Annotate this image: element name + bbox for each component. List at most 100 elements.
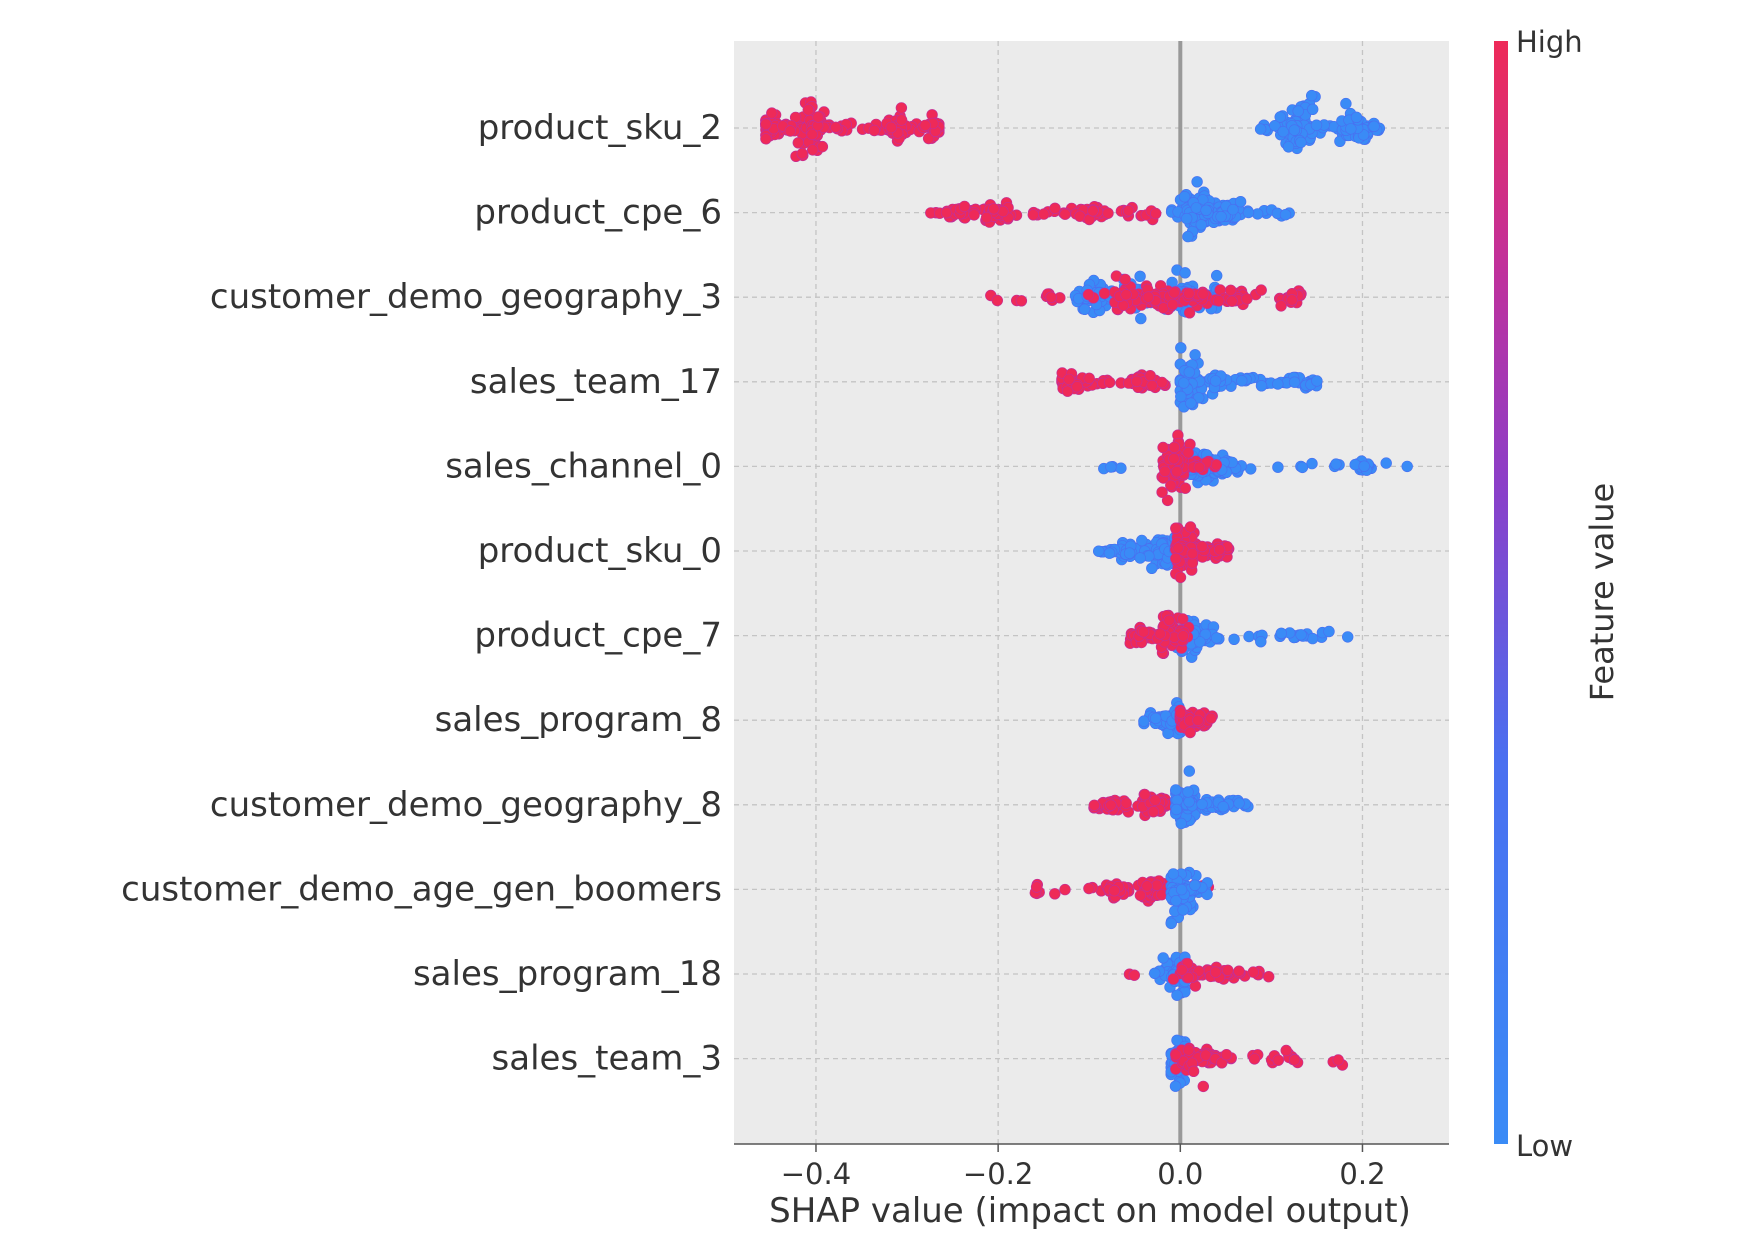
feature-label: sales_team_17	[470, 362, 722, 402]
shap-point-low	[1180, 212, 1193, 225]
shap-point-low	[1330, 458, 1342, 470]
shap-point-low	[1092, 545, 1105, 557]
shap-point-high	[1128, 969, 1141, 981]
shap-point-high	[1122, 205, 1135, 217]
shap-point-low	[1272, 378, 1284, 390]
shap-point-high	[1184, 521, 1197, 533]
shap-point-low	[1272, 461, 1284, 473]
shap-point-high	[1205, 712, 1217, 725]
shap-point-low	[1288, 124, 1301, 136]
shap-point-high	[1146, 379, 1158, 392]
shap-point-high	[919, 119, 931, 132]
shap-point-low	[1185, 397, 1197, 409]
shap-point-low	[1169, 1080, 1182, 1092]
shap-point-high	[1163, 614, 1175, 626]
shap-point-high	[1015, 295, 1028, 307]
shap-point-low	[1175, 817, 1187, 830]
feature-label: product_cpe_6	[474, 193, 722, 233]
shap-point-low	[1115, 462, 1127, 474]
shap-point-high	[1061, 385, 1074, 397]
shap-point-low	[1189, 349, 1201, 361]
shap-point-low	[1190, 202, 1203, 214]
shap-point-high	[968, 209, 980, 221]
shap-point-high	[1059, 208, 1071, 220]
shap-point-low	[1306, 103, 1319, 116]
shap-point-low	[1170, 894, 1182, 907]
shap-point-low	[1146, 562, 1158, 574]
shap-point-high	[1262, 970, 1275, 983]
shap-point-low	[1078, 303, 1091, 315]
shap-point-low	[1380, 457, 1392, 469]
shap-point-high	[1286, 294, 1298, 306]
x-axis-label: SHAP value (impact on model output)	[769, 1191, 1411, 1231]
shap-point-high	[868, 124, 880, 137]
shap-point-high	[1141, 880, 1153, 892]
shap-point-high	[1288, 1054, 1301, 1066]
shap-point-low	[1233, 797, 1245, 809]
shap-point-high	[1210, 459, 1223, 471]
colorbar-low-label: Low	[1516, 1129, 1573, 1163]
shap-point-low	[1149, 712, 1162, 725]
shap-point-low	[1171, 989, 1183, 1001]
shap-point-high	[766, 107, 778, 119]
shap-point-low	[1295, 136, 1307, 149]
feature-label: product_cpe_7	[474, 616, 722, 656]
x-tick-label: −0.4	[781, 1157, 851, 1191]
shap-point-high	[1200, 1049, 1212, 1061]
shap-point-high	[1182, 447, 1194, 459]
shap-point-high	[1192, 714, 1204, 727]
shap-point-high	[1102, 207, 1114, 219]
shap-point-high	[806, 144, 819, 156]
shap-point-low	[1275, 627, 1288, 639]
shap-point-high	[1165, 479, 1177, 492]
shap-point-low	[1105, 461, 1117, 473]
shap-point-low	[1255, 635, 1267, 648]
shap-point-low	[1217, 800, 1229, 813]
shap-point-low	[1194, 636, 1206, 648]
colorbar-high-label: High	[1516, 25, 1583, 59]
shap-point-low	[1200, 204, 1212, 217]
shap-point-high	[1184, 726, 1196, 739]
shap-point-low	[1103, 547, 1116, 559]
shap-point-high	[1159, 465, 1171, 478]
shap-point-high	[1142, 291, 1155, 303]
shap-point-high	[1168, 287, 1180, 299]
shap-point-high	[1168, 453, 1180, 465]
shap-point-low	[1296, 461, 1309, 474]
shap-point-high	[1166, 298, 1179, 311]
colorbar	[1494, 41, 1508, 1144]
shap-point-low	[1123, 547, 1136, 559]
shap-point-low	[1358, 460, 1370, 472]
shap-point-high	[1177, 630, 1189, 642]
shap-point-low	[1215, 211, 1227, 223]
shap-point-low	[1192, 392, 1205, 404]
feature-label: sales_program_8	[435, 700, 722, 740]
shap-point-high	[1049, 888, 1061, 900]
dots-layer	[760, 89, 1413, 1093]
shap-point-high	[1176, 964, 1188, 976]
shap-point-high	[1119, 273, 1131, 286]
shap-point-high	[1151, 879, 1163, 891]
shap-point-high	[1045, 291, 1057, 303]
plot-area-background	[734, 41, 1449, 1144]
shap-point-high	[829, 121, 842, 134]
shap-point-high	[1157, 441, 1169, 454]
shap-point-low	[1368, 120, 1380, 133]
shap-point-high	[958, 200, 971, 213]
shap-point-high	[1082, 288, 1095, 301]
shap-point-low	[1138, 715, 1150, 727]
shap-point-low	[1177, 904, 1189, 916]
shap-point-high	[1168, 441, 1181, 453]
shap-point-high	[1213, 295, 1225, 307]
shap-point-high	[1059, 883, 1071, 896]
shap-point-high	[1130, 375, 1143, 388]
shap-point-low	[1196, 798, 1208, 810]
shap-point-high	[1108, 884, 1121, 897]
shap-point-high	[1027, 209, 1040, 221]
shap-point-high	[1171, 465, 1183, 478]
shap-point-high	[988, 203, 1000, 215]
shap-point-high	[1272, 1054, 1285, 1066]
shap-point-low	[1148, 967, 1161, 979]
shap-point-high	[1174, 571, 1187, 584]
